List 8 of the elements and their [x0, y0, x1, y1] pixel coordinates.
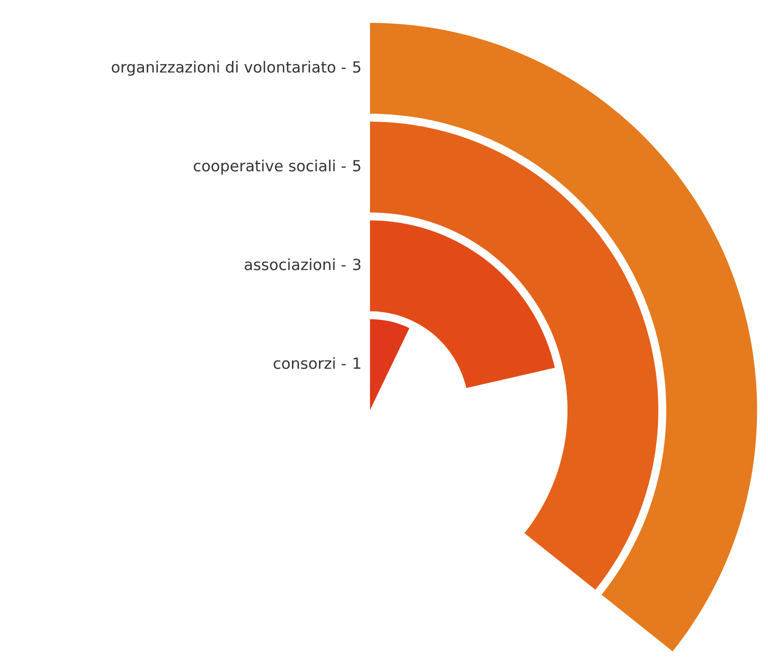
category-label: organizzazioni di volontariato -	[112, 60, 346, 76]
data-label: 1	[354, 358, 360, 369]
category-label: consorzi -	[274, 357, 346, 370]
category-label: cooperative sociali -	[194, 160, 346, 174]
category-label: associazioni -	[244, 258, 346, 270]
data-label: 3	[353, 258, 360, 270]
data-label: 5	[353, 160, 360, 172]
data-label: 5	[353, 61, 360, 73]
